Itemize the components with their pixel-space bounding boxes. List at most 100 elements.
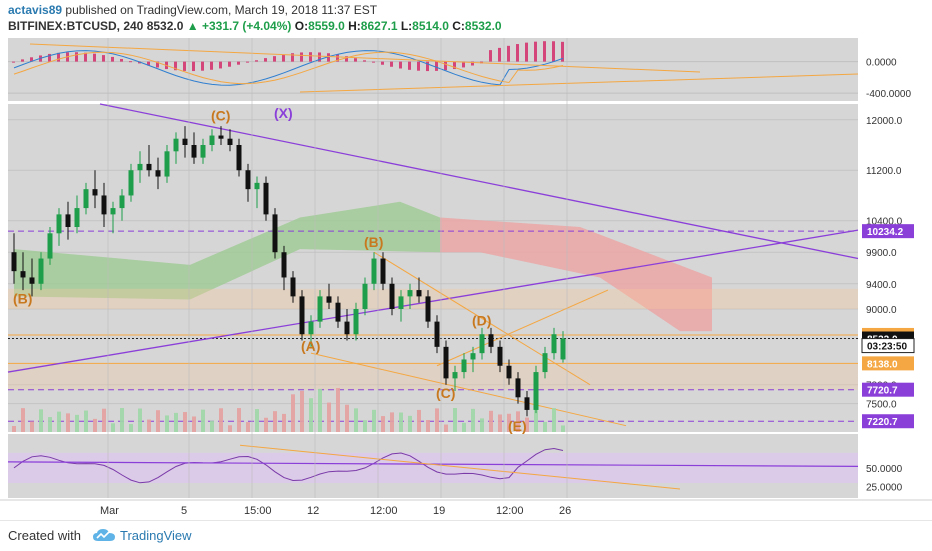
macd-histogram-bar [237, 61, 240, 65]
price-level-badge [862, 224, 914, 239]
candle-body [92, 189, 98, 196]
candle-body [164, 151, 170, 177]
candle-body [533, 372, 539, 410]
candle-body [236, 145, 242, 171]
macd-histogram-bar [318, 52, 321, 62]
symbol-name[interactable]: BITFINEX:BTCUSD, 240 [8, 19, 144, 33]
macd-trendline-upper [29, 43, 701, 73]
price-pane: 12000.0 11200.0 10400.0 9900.0 9400.0 9000.0 7… [7, 103, 915, 434]
volume-bar [318, 388, 322, 432]
last-price: 8532.0 [146, 19, 184, 33]
macd-histogram-bar [561, 41, 564, 62]
candle-body [515, 378, 521, 398]
volume-bar [228, 425, 232, 432]
price-tick-label: 7500.0 [866, 400, 897, 411]
macd-histogram-bar [408, 61, 411, 70]
macd-histogram-bar [147, 61, 150, 66]
candle-body [524, 397, 530, 410]
triangle-line [436, 289, 609, 367]
rsi-orange-trendline [239, 444, 681, 490]
volume-bar [138, 408, 142, 432]
candle-body [434, 321, 440, 347]
time-tick-label: 12:00 [496, 505, 524, 517]
volume-bar [363, 420, 367, 432]
volume-bar [102, 408, 106, 432]
candle-body [425, 296, 431, 322]
triangle-line [310, 352, 627, 427]
close-label: C: [452, 19, 465, 33]
candle-body [344, 321, 350, 335]
macd-pane-background [8, 38, 858, 101]
macd-histogram-bar [57, 52, 60, 62]
volume-bar [471, 408, 475, 432]
macd-histogram-bar [102, 55, 105, 62]
price-level-label: 03:23:50 [867, 342, 907, 353]
macd-histogram-bar [327, 53, 330, 62]
volume-bar [399, 412, 403, 432]
candle-body [182, 138, 188, 145]
chart-canvas[interactable]: 0.0000 -400.0000 12000.0 11200.0 10400.0 990… [0, 36, 932, 520]
candle-body [551, 334, 557, 354]
price-level-badge [862, 356, 914, 371]
resistance-zone [8, 288, 858, 309]
volume-bar [183, 412, 187, 432]
candle-body [74, 208, 80, 227]
macd-signal-line [13, 51, 564, 85]
macd-histogram-bar [156, 61, 159, 68]
volume-bar [219, 408, 223, 432]
volume-bar [426, 420, 430, 432]
candle-body [290, 277, 296, 297]
macd-histogram-bar [273, 56, 276, 62]
candle-body [326, 296, 332, 303]
macd-histogram-bar [264, 58, 267, 62]
price-tick-label: 9900.0 [866, 248, 897, 259]
candle-body [362, 283, 368, 309]
macd-histogram-bar [543, 41, 546, 62]
volume-bar [237, 408, 241, 432]
volume-bar [165, 415, 169, 432]
price-level-label: 7720.7 [867, 386, 898, 397]
candle-body [407, 290, 413, 297]
volume-bar [120, 408, 124, 432]
volume-bar [435, 408, 439, 432]
author-name[interactable]: actavis89 [8, 3, 63, 17]
wave-label: (C) [211, 108, 230, 124]
macd-histogram-bar [111, 56, 114, 62]
candle-body [173, 138, 179, 152]
price-tick-label: 12000.0 [866, 116, 903, 127]
candle-body [191, 145, 197, 158]
candle-body [200, 145, 206, 158]
price-change: +331.7 (+4.04%) [201, 19, 292, 33]
volume-bar [129, 424, 133, 432]
volume-bar [111, 423, 115, 432]
candle-body [272, 214, 278, 253]
volume-bar [525, 417, 529, 432]
tradingview-cloud-icon[interactable] [92, 527, 116, 543]
macd-histogram-bar [498, 47, 501, 62]
volume-bar [354, 408, 358, 432]
macd-tick-label: -400.0000 [866, 89, 911, 100]
macd-pane: 0.0000 -400.0000 [8, 38, 911, 101]
candle-body [29, 277, 35, 284]
candle-body [11, 252, 17, 272]
volume-bar [75, 414, 79, 432]
macd-histogram-bar [489, 50, 492, 62]
volume-bar [507, 413, 511, 432]
volume-bar [255, 409, 259, 432]
time-tick-label: 12:00 [370, 505, 398, 517]
time-tick-label: 19 [433, 505, 445, 517]
ascending-trendline [7, 229, 859, 373]
macd-histogram-bar [201, 61, 204, 71]
tradingview-brand[interactable]: TradingView [120, 528, 192, 543]
macd-histogram-bar [525, 42, 528, 62]
created-with-text: Created with [8, 528, 81, 543]
price-tick-label: 11200.0 [866, 166, 902, 177]
candle-body [146, 163, 152, 171]
candle-body [416, 290, 422, 297]
footer: Created with TradingView [0, 520, 932, 551]
macd-histogram-bar [534, 41, 537, 62]
volume-bar [30, 421, 34, 432]
low-label: L: [400, 19, 413, 33]
candle-body [56, 214, 62, 234]
volume-bar [534, 409, 538, 432]
